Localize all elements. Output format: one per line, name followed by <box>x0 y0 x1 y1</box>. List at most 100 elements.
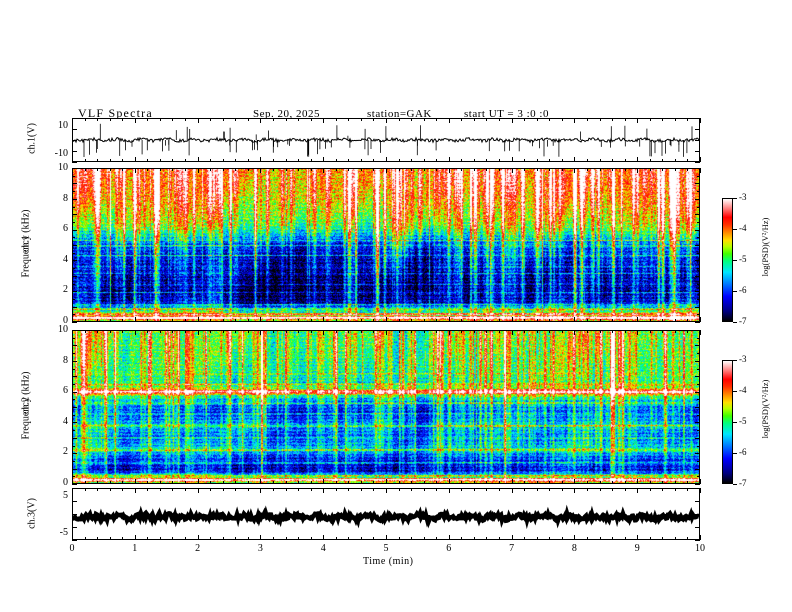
ch1-spectrogram-xtick-minor <box>448 168 450 173</box>
ch3-waveform-xtick-minor-bottom <box>134 535 136 540</box>
ch1-spectrogram-xtick-minor-bottom <box>172 319 174 322</box>
ch1-waveform-xtick-minor <box>624 118 626 121</box>
ch2-spectrogram-xtick-minor <box>310 330 312 333</box>
ch2-spectrogram-xtick-minor-bottom <box>486 481 488 484</box>
ch2-spectrogram-xtick-minor-bottom <box>335 481 337 484</box>
ch1-spectrogram-xtick-minor-bottom <box>674 319 676 322</box>
ch2-spectrogram-xtick-minor-bottom <box>687 481 689 484</box>
ch1-spectrogram-xtick-minor-bottom <box>411 319 413 322</box>
colorbar-ch2-tickmark--6 <box>733 453 737 454</box>
ch1-spectrogram-xtick-minor <box>486 168 488 171</box>
ch3-waveform-xtick-minor <box>185 488 187 491</box>
ch1-spec-ytick-2: 2 <box>63 284 68 295</box>
ch1-waveform-xtick-minor-bottom <box>109 159 111 162</box>
ch3-waveform-xtick-minor <box>310 488 312 491</box>
ch3-waveform-xtick-minor <box>172 488 174 491</box>
ch1-spectrogram-xtick-minor-bottom <box>260 317 262 322</box>
ch1-spectrogram-xtick-minor-bottom <box>624 319 626 322</box>
ch3-waveform-xtick-minor-bottom <box>511 535 513 540</box>
ch1-spectrogram-xtick-minor-bottom <box>574 317 576 322</box>
ch2-spectrogram-ytick <box>72 376 77 378</box>
ch3-waveform-xtick-minor-bottom <box>524 537 526 540</box>
ch3-waveform-xtick-minor <box>159 488 161 491</box>
figure-start-ut: start UT = 3 :0 :0 <box>464 108 549 120</box>
ch1-spectrogram-xtick-minor-bottom <box>700 317 701 322</box>
ch2-spec-ytick-4: 4 <box>63 416 68 427</box>
ch1-spectrogram-xtick-minor <box>285 168 287 171</box>
ch3-waveform-ytick <box>72 488 77 489</box>
ch1-spectrogram-xtick-minor <box>624 168 626 171</box>
ch3-waveform-xtick-minor-bottom <box>700 535 701 540</box>
x-axis-tick-6: 6 <box>446 543 452 554</box>
x-axis-tick-3: 3 <box>257 543 263 554</box>
figure-station-label: station=GAK <box>367 108 432 120</box>
ch3-waveform-xtick-minor <box>461 488 463 491</box>
ch1-spectrogram-xtick-minor <box>172 168 174 171</box>
ch1-spectrogram-xtick-minor <box>122 168 124 171</box>
ch2-spectrogram-xtick-minor-bottom <box>624 481 626 484</box>
ch2-spectrogram-ytick-right <box>695 360 700 362</box>
ch1-waveform-xtick-minor <box>411 118 413 121</box>
ch3-waveform-ytick <box>72 514 77 515</box>
ch2-spectrogram-xtick-minor <box>159 330 161 333</box>
ch1-waveform-xtick-minor <box>84 118 86 121</box>
ch2-spectrogram-xtick-minor-bottom <box>147 481 149 484</box>
ch1-spectrogram-xtick-minor <box>662 168 664 171</box>
ch1-waveform-xtick-minor <box>298 118 300 121</box>
ch1-spectrogram-xtick-minor-bottom <box>599 319 601 322</box>
ch3-waveform-xtick-minor <box>147 488 149 491</box>
ch1-spectrogram-ytick <box>72 298 75 300</box>
ch1-spectrogram-xtick-minor <box>373 168 375 171</box>
ch1-waveform-xtick-minor-bottom <box>335 159 337 162</box>
ch2-spectrogram-xtick-minor-bottom <box>159 481 161 484</box>
ch3-waveform-xtick-minor-bottom <box>586 537 588 540</box>
ch1-waveform-xtick-minor-bottom <box>473 159 475 162</box>
ch2-spectrogram-ytick <box>72 484 77 485</box>
ch2-spectrogram-ytick-right <box>695 484 700 485</box>
ch1-waveform-xtick-minor <box>586 118 588 121</box>
ch1-spectrogram-ytick <box>72 260 77 262</box>
ch2-spectrogram-ytick <box>72 391 77 393</box>
ch1-spectrogram-ytick-right <box>695 214 700 216</box>
ch2-spectrogram-xtick-minor-bottom <box>499 481 501 484</box>
ch1-spectrogram-xtick-minor-bottom <box>612 319 614 322</box>
ch1-waveform-xtick-minor-bottom <box>285 159 287 162</box>
ch2-spectrogram-xtick-minor-bottom <box>360 481 362 484</box>
ch1-waveform-xtick-minor <box>649 118 651 121</box>
ch2-spectrogram-xtick-minor <box>549 330 551 333</box>
ch1-spectrogram-xtick-minor <box>649 168 651 171</box>
ch1-spectrogram-xtick-minor-bottom <box>662 319 664 322</box>
ch3-waveform-xtick-minor <box>272 488 274 491</box>
ch2-spectrogram-xtick-minor <box>247 330 249 333</box>
ch1-waveform-ytick <box>72 162 77 163</box>
ch2-spectrogram-ytick-right <box>697 353 700 355</box>
colorbar-ch2-tickmark--3 <box>733 360 737 361</box>
ch3-waveform-xtick-minor <box>109 488 111 491</box>
ch2-spectrogram-xtick-minor <box>411 330 413 333</box>
ch2-spectrogram-xtick-minor <box>335 330 337 333</box>
ch1-spectrogram-plot-area <box>73 169 699 321</box>
ch1-spectrogram-xtick-minor <box>612 168 614 171</box>
ch1-spectrogram-xtick-minor-bottom <box>373 319 375 322</box>
ch3-waveform-xtick-minor <box>561 488 563 491</box>
ch1-waveform-xtick-minor-bottom <box>461 159 463 162</box>
ch3-waveform-xtick-minor <box>411 488 413 491</box>
ch2-spectrogram-xtick-minor <box>185 330 187 333</box>
ch1-waveform-xtick-minor-bottom <box>247 159 249 162</box>
ch1-waveform-xtick-minor <box>247 118 249 121</box>
ch2-spectrogram-xtick-minor-bottom <box>348 481 350 484</box>
ch1-spectrogram-xtick-minor-bottom <box>109 319 111 322</box>
ch2-spectrogram-ytick-right <box>695 391 700 393</box>
ch1-spectrogram-ytick <box>72 168 77 169</box>
ch1-spectrogram-xtick-minor <box>473 168 475 171</box>
ch1-waveform-xtick-minor-bottom <box>310 159 312 162</box>
ch3-waveform-xtick-minor-bottom <box>448 535 450 540</box>
ch3-waveform-xtick-minor <box>373 488 375 491</box>
ch2-spectrogram-xtick-minor-bottom <box>423 481 425 484</box>
ch2-spectrogram-ytick <box>72 430 75 432</box>
ch3-waveform-xtick-minor-bottom <box>536 537 538 540</box>
ch1-waveform-xtick-minor-bottom <box>561 159 563 162</box>
ch2-spectrogram-xtick-minor-bottom <box>260 479 262 484</box>
x-axis-tick-1: 1 <box>132 543 138 554</box>
ch1-waveform-ytick <box>72 118 77 119</box>
